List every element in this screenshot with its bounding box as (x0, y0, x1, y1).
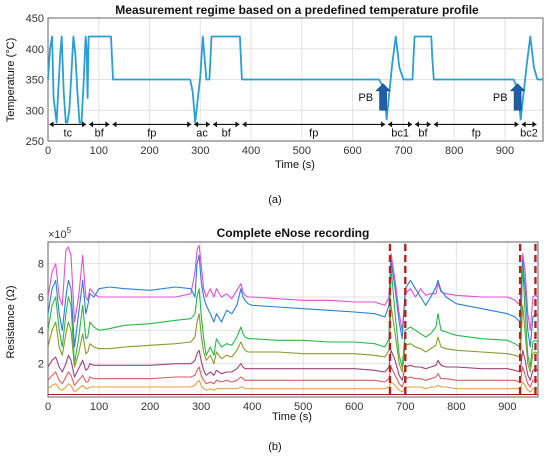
sensor-line-3 (47, 266, 539, 368)
panel-a-y-tick-label: 350 (26, 75, 44, 87)
panel-a-x-tick-label: 200 (140, 145, 158, 157)
segment-arrowhead-right (426, 121, 431, 128)
panel-a-y-tick-label: 250 (26, 136, 44, 148)
panel-a-title: Measurement regime based on a predefined… (115, 3, 479, 17)
sensor-line-1 (47, 244, 539, 331)
panel-b-y-tick-label: 2 (38, 359, 44, 371)
panel-b-enose-recording: Complete eNose recording ×105 2 4 6 8 0 100 2… (5, 226, 539, 453)
segment-arrowhead-left (433, 121, 438, 128)
panel-b-y-multiplier: ×105 (48, 226, 72, 241)
panel-a-x-tick-label: 900 (496, 145, 514, 157)
panel-b-x-tick-label: 300 (192, 401, 210, 413)
panel-a-y-axis-label: Temperature (°C) (5, 38, 17, 122)
sensor-line-4 (47, 304, 539, 373)
panel-b-plot-frame (47, 241, 539, 398)
segment-arrowhead-right (82, 121, 87, 128)
panel-b-event-markers (388, 244, 537, 397)
segment-arrowhead-left (212, 121, 217, 128)
panel-a-phase-segments: tc bf fp ac bf fp bc1 bf fp bc2 (49, 121, 538, 139)
segment-arrowhead-left (242, 121, 247, 128)
segment-label: fp (309, 127, 318, 139)
panel-b-x-tick-label: 600 (345, 401, 363, 413)
panel-b-x-tick-label: 800 (447, 401, 465, 413)
panel-a-y-tick-label: 300 (26, 105, 44, 117)
panel-a-x-tick-label: 500 (293, 145, 311, 157)
segment-arrowhead-right (514, 121, 519, 128)
panel-a-x-tick-label: 800 (445, 145, 463, 157)
panel-b-x-tick-label: 0 (45, 401, 51, 413)
panel-b-x-axis-label: Time (s) (272, 411, 312, 423)
panel-a-x-tick-label: 0 (45, 145, 51, 157)
segment-label: ac (196, 127, 208, 139)
panel-b-caption: (b) (268, 441, 281, 453)
segment-arrowhead-right (235, 121, 240, 128)
panel-a-y-ticks: 250 300 350 400 450 (26, 13, 44, 148)
pb-arrow (509, 83, 526, 111)
segment-arrowhead-left (194, 121, 199, 128)
segment-arrowhead-left (388, 121, 393, 128)
segment-arrowhead-left (521, 121, 526, 128)
panel-b-x-tick-label: 700 (396, 401, 414, 413)
segment-label: tc (64, 127, 73, 139)
panel-b-y-ticks: 2 4 6 8 (38, 259, 44, 371)
panel-a-x-axis-label: Time (s) (275, 159, 315, 171)
segment-arrowhead-left (49, 121, 54, 128)
panel-b-grid (47, 242, 538, 397)
panel-b-x-tick-label: 900 (498, 401, 516, 413)
panel-b-x-tick-label: 200 (141, 401, 159, 413)
segment-arrowhead-right (381, 121, 386, 128)
panel-b-series (47, 244, 539, 396)
sensor-line-2 (47, 254, 539, 348)
panel-b-x-tick-label: 400 (243, 401, 261, 413)
segment-label: bc2 (520, 127, 538, 139)
segment-label: fp (147, 127, 156, 139)
panel-a-x-tick-label: 700 (394, 145, 412, 157)
panel-a-x-tick-label: 300 (191, 145, 209, 157)
segment-arrowhead-left (89, 121, 94, 128)
panel-a-annotations: PB PB (358, 83, 526, 111)
pb-arrow (375, 83, 391, 111)
sensor-line-6 (47, 366, 538, 388)
temperature-line (47, 35, 543, 124)
panel-a-caption: (a) (268, 194, 281, 206)
panel-a-x-tick-label: 400 (242, 145, 260, 157)
panel-b-x-tick-label: 500 (294, 401, 312, 413)
segment-label: fp (472, 127, 481, 139)
segment-arrowhead-left (415, 121, 420, 128)
segment-arrowhead-left (112, 121, 117, 128)
segment-arrowhead-right (205, 121, 210, 128)
panel-b-x-ticks: 0 100 200 300 400 500 600 700 800 900 (45, 401, 517, 413)
panel-a-x-tick-label: 600 (343, 145, 361, 157)
segment-arrowhead-right (408, 121, 413, 128)
panel-b-x-tick-label: 100 (90, 401, 108, 413)
panel-b-y-tick-label: 8 (38, 259, 44, 271)
panel-a-y-tick-label: 450 (26, 13, 44, 25)
segment-label: bc1 (391, 127, 409, 139)
segment-label: bf (222, 127, 232, 139)
segment-arrowhead-right (187, 121, 192, 128)
pb-label: PB (358, 92, 373, 104)
panel-a-temperature-profile: Measurement regime based on a predefined… (5, 3, 544, 206)
sensor-line-5 (47, 349, 539, 381)
sensor-line-7 (47, 379, 538, 393)
panel-a-x-ticks: 0 100 200 300 400 500 600 700 800 900 (45, 145, 514, 157)
panel-b-title: Complete eNose recording (217, 226, 370, 240)
panel-b-y-tick-label: 6 (38, 292, 44, 304)
segment-label: bf (95, 127, 105, 139)
panel-b-y-tick-label: 4 (38, 325, 44, 337)
segment-label: bf (418, 127, 428, 139)
segment-arrowhead-right (105, 121, 110, 128)
panel-a-x-tick-label: 100 (90, 145, 108, 157)
segment-arrowhead-right (532, 121, 537, 128)
pb-label: PB (493, 92, 508, 104)
panel-a-series (47, 35, 543, 124)
panel-b-y-axis-label: Resistance (Ω) (5, 285, 17, 358)
panel-a-y-tick-label: 400 (26, 44, 44, 56)
